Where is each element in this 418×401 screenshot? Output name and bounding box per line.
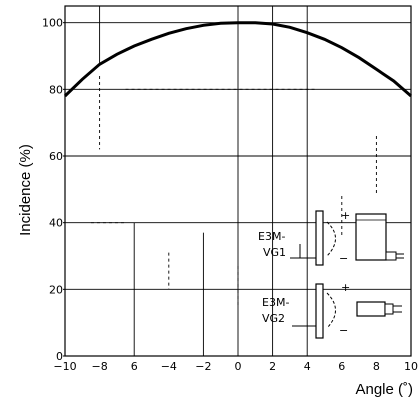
- x-tick-label: −4: [161, 360, 177, 373]
- beam-arc-1: [326, 221, 336, 257]
- plot-frame: [64, 5, 412, 357]
- x-tick-label: 10: [404, 360, 418, 373]
- sensor-body-2: [356, 301, 386, 317]
- x-tick-label: 6: [338, 360, 345, 373]
- emitter-lens-2: [315, 283, 324, 339]
- y-tick-label: 60: [49, 150, 63, 163]
- y-tick-label: 100: [42, 17, 63, 30]
- x-tick-label: −8: [91, 360, 107, 373]
- sensor-body-1: [355, 213, 387, 261]
- connector-2: [384, 303, 394, 315]
- x-tick-label: −2: [195, 360, 211, 373]
- y-tick-label: 40: [49, 217, 63, 230]
- minus-symbol-1: −: [339, 252, 348, 265]
- plus-symbol-1: +: [341, 209, 350, 222]
- connector-1: [385, 251, 397, 261]
- sensor-label-vg1-line1: E3M-: [258, 230, 285, 243]
- x-tick-label: 4: [304, 360, 311, 373]
- y-tick-labels: 0 20 40 60 80 100: [42, 17, 65, 363]
- x-tick-label: 8: [373, 360, 380, 373]
- sensor-label-vg1-line2: VG1: [263, 246, 286, 259]
- x-axis-title: Angle (˚): [355, 381, 413, 398]
- minus-symbol-2: −: [339, 324, 348, 337]
- y-tick-label: 0: [56, 350, 63, 363]
- x-tick-labels: −10 −8 6 −4 −2 0 2 4 6 8 10: [53, 360, 418, 373]
- y-tick-label: 20: [49, 283, 63, 296]
- x-tick-label: −10: [53, 360, 76, 373]
- x-tick-label: 6: [131, 360, 138, 373]
- dashed-guides: [90, 76, 377, 306]
- y-axis-title: Incidence (%): [17, 144, 34, 236]
- plus-symbol-2: +: [341, 281, 350, 294]
- incidence-curve: [63, 21, 412, 98]
- emitter-lens-1: [315, 210, 324, 266]
- beam-arc-2: [326, 292, 336, 329]
- sensor-label-vg2-line1: E3M-: [262, 296, 289, 309]
- x-tick-label: 2: [269, 360, 276, 373]
- y-tick-label: 80: [49, 83, 63, 96]
- x-tick-label: 0: [235, 360, 242, 373]
- sensor-label-vg2-line2: VG2: [262, 312, 285, 325]
- sensor-diagram-vg1: + − E3M- VG1: [258, 209, 404, 266]
- sensor-diagram-vg2: + − E3M- VG2: [262, 281, 402, 339]
